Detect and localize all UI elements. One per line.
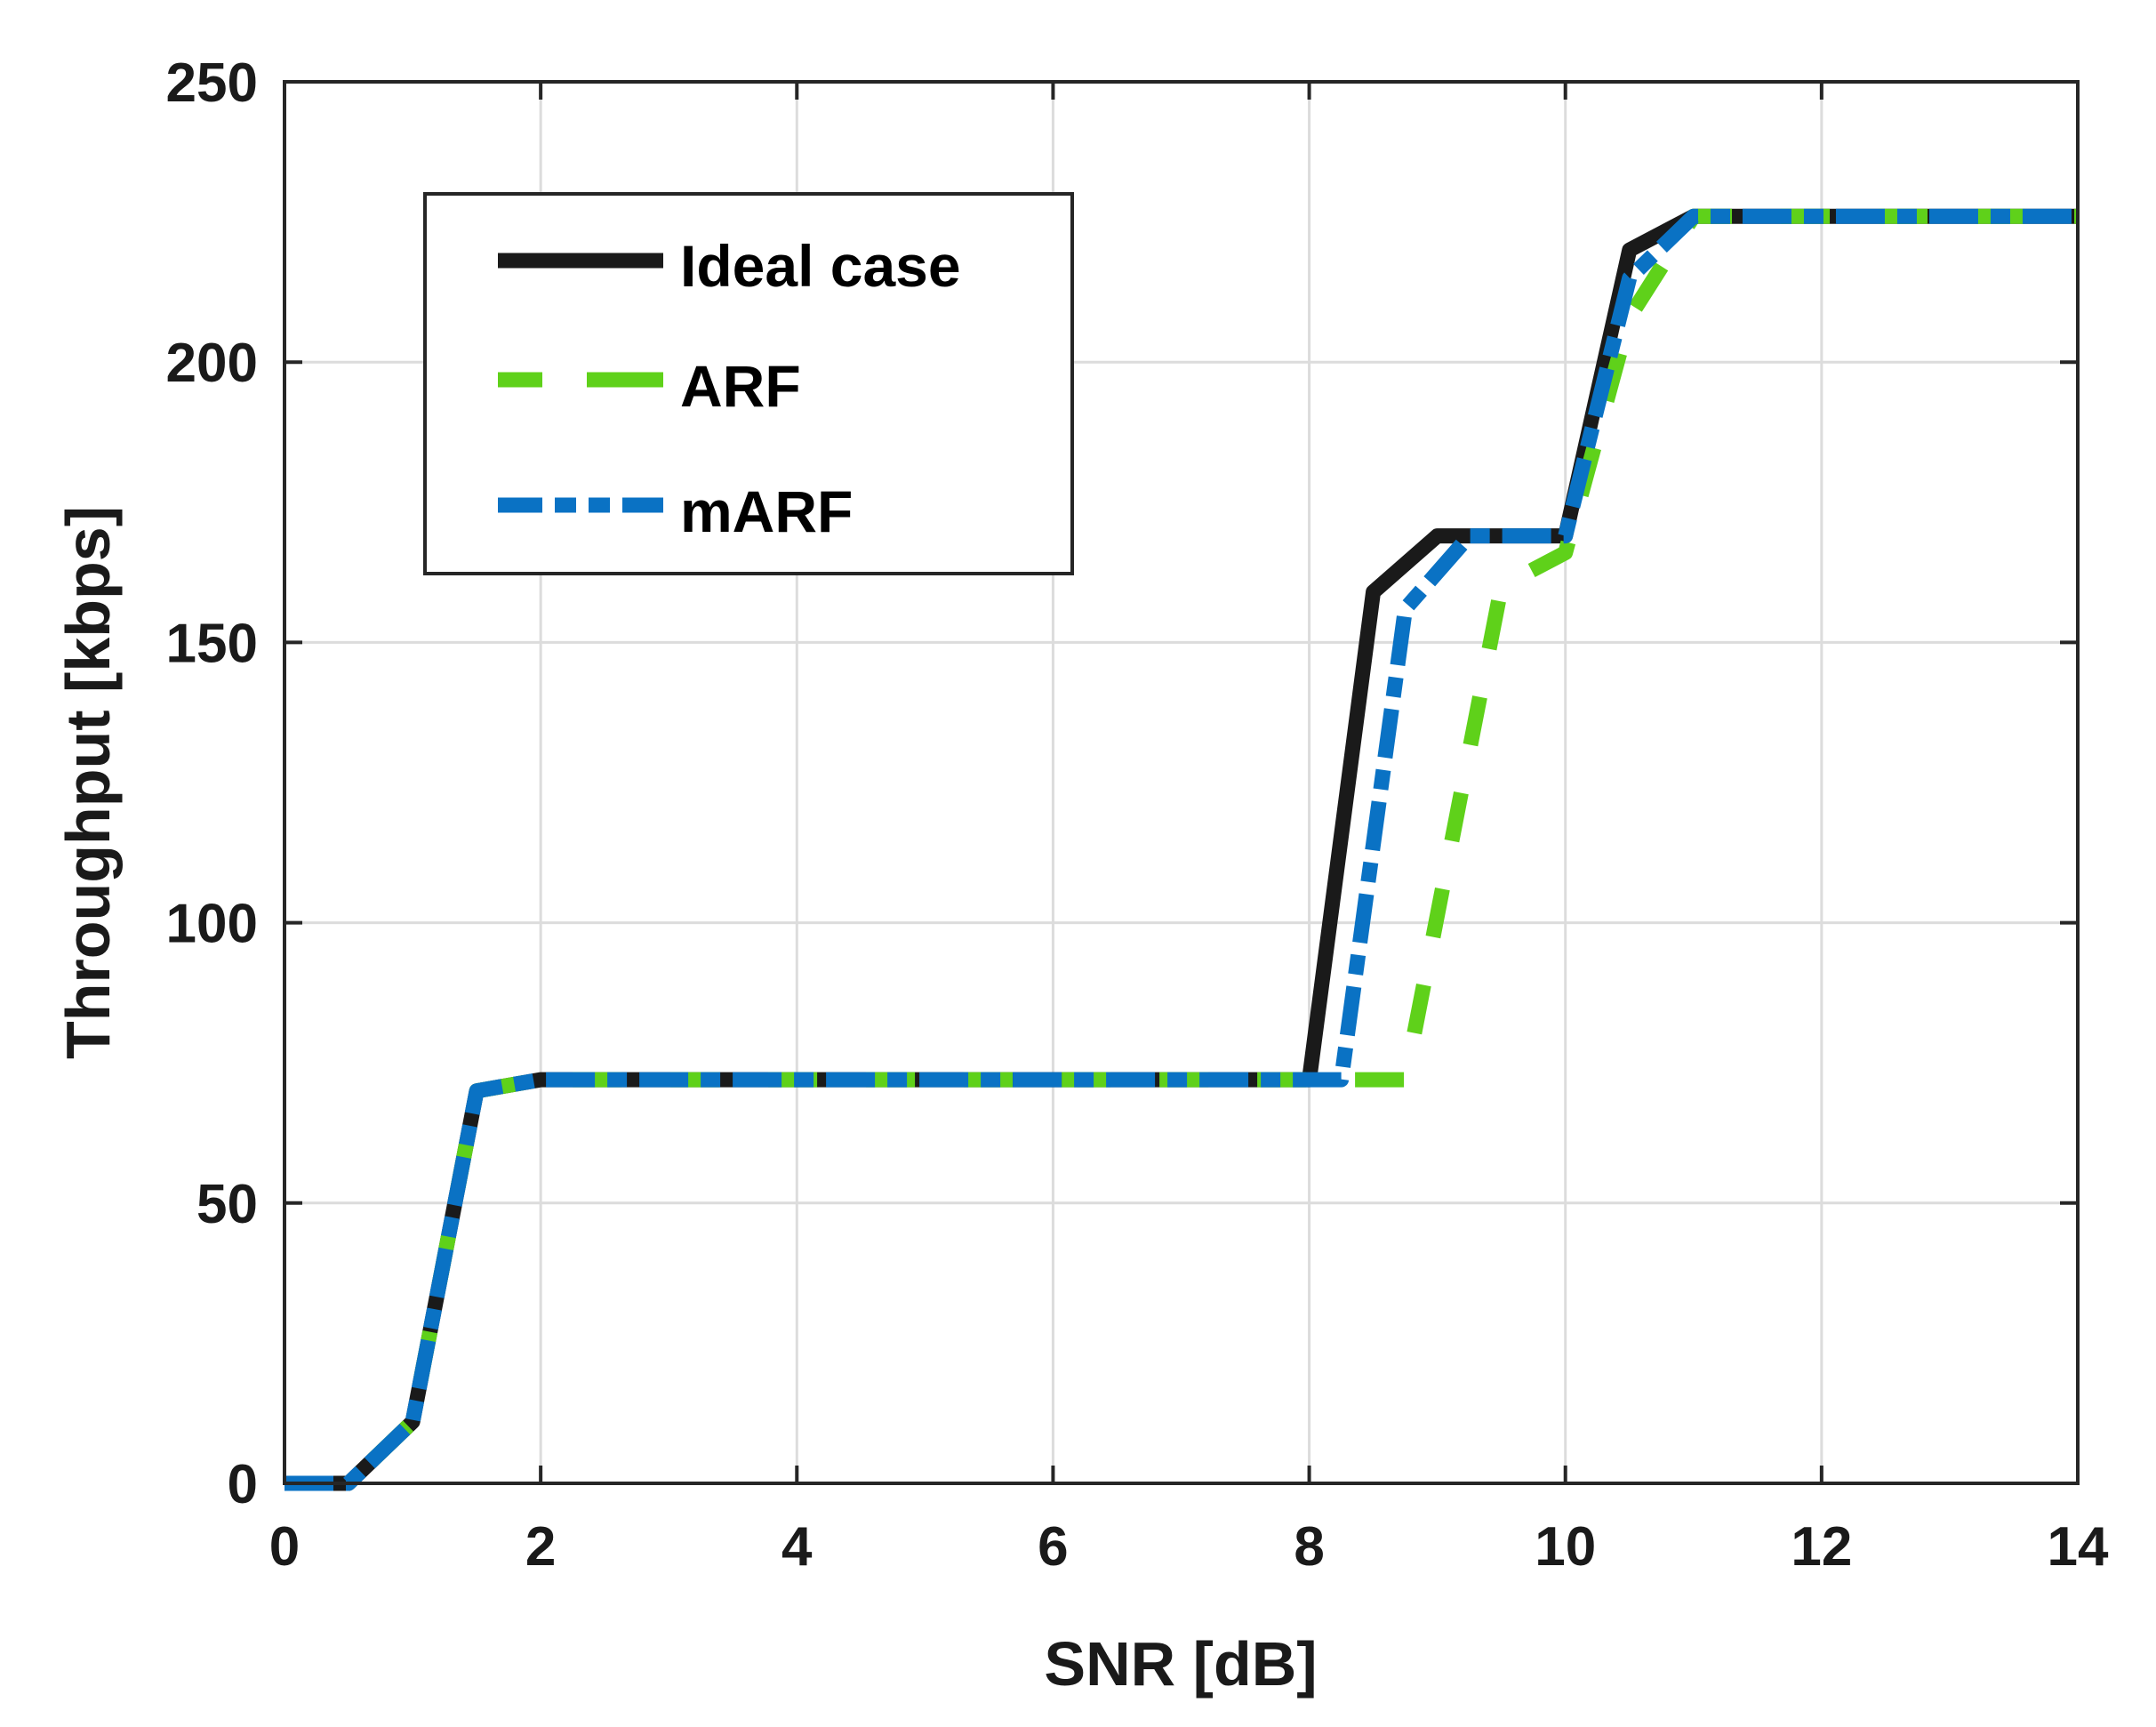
x-axis-label: SNR [dB] xyxy=(1044,1629,1317,1699)
series-lines xyxy=(285,208,2078,1491)
y-tick-label: 0 xyxy=(228,1454,258,1515)
x-tick-label: 10 xyxy=(1535,1516,1596,1578)
legend-label-ideal-case: Ideal case xyxy=(680,233,961,299)
x-tick-label: 12 xyxy=(1791,1516,1852,1578)
y-tick-label: 50 xyxy=(196,1174,258,1235)
x-tick-label: 0 xyxy=(269,1516,300,1578)
axes-frame xyxy=(283,80,2080,1485)
legend-label-arf: ARF xyxy=(680,353,801,419)
y-tick-label: 100 xyxy=(166,894,258,955)
y-tick-label: 250 xyxy=(166,52,258,114)
x-tick-label: 8 xyxy=(1294,1516,1324,1578)
y-tick-label: 150 xyxy=(166,613,258,674)
x-tick-label: 6 xyxy=(1038,1516,1068,1578)
y-tick-label: 200 xyxy=(166,333,258,394)
x-tick-label: 4 xyxy=(781,1516,813,1578)
x-tick-label: 14 xyxy=(2048,1516,2109,1578)
y-axis-label: Throughput [kbps] xyxy=(53,506,123,1059)
x-tick-label: 2 xyxy=(525,1516,556,1578)
axis-ticks xyxy=(283,80,2080,1485)
x-tick-labels: 0 2 4 6 8 10 12 14 xyxy=(269,1516,2109,1578)
legend-label-marf: mARF xyxy=(680,478,853,544)
legend: Ideal case ARF mARF xyxy=(423,192,1074,575)
series-line-marf xyxy=(285,208,2078,1491)
y-tick-labels: 0 50 100 150 200 250 xyxy=(166,52,258,1515)
